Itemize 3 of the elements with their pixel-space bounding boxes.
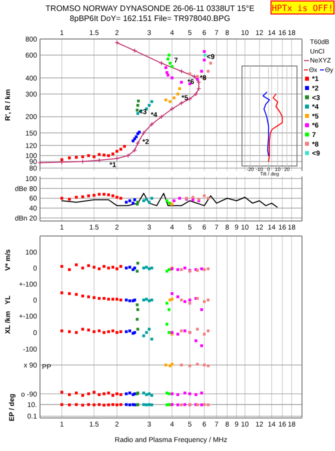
notice-box: HPTx is OFF! (270, 0, 334, 14)
chart-title: TROMSO NORWAY DYNASONDE 26-06-11 0338UT 15°E (46, 4, 254, 13)
chart-subtitle: 8pBP6It DoY= 162.151 File= TR978040.BPG (70, 14, 230, 23)
